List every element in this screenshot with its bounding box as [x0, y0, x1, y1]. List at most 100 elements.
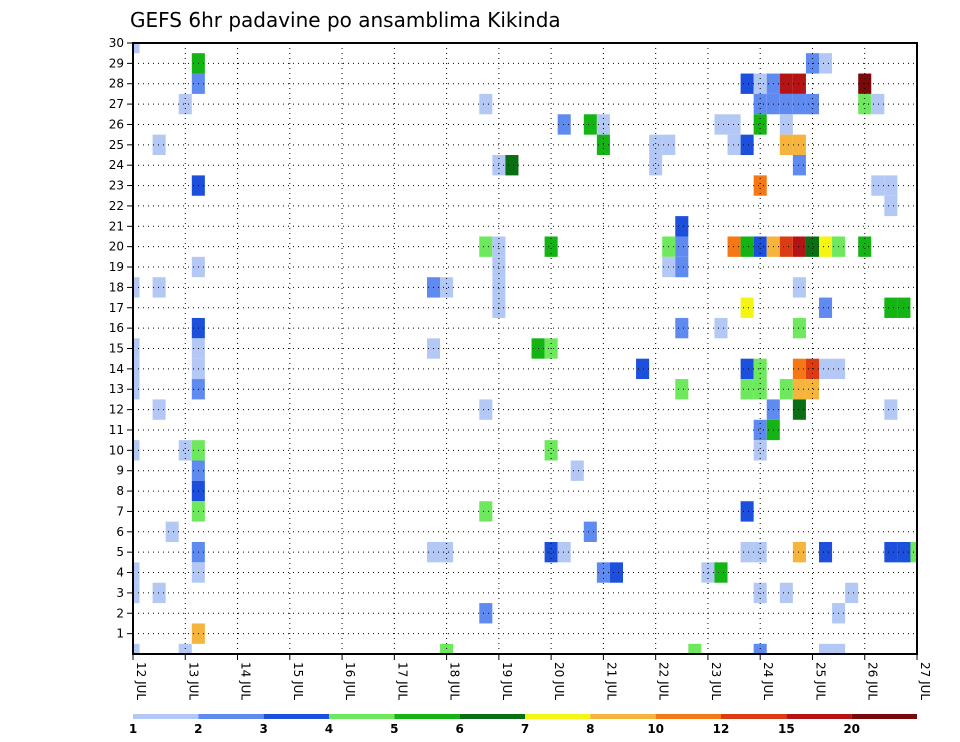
heatmap-cell: [440, 541, 454, 563]
heatmap-cell: [570, 460, 584, 481]
y-tick-label: 20: [109, 240, 124, 254]
heatmap-cell: [871, 175, 885, 196]
heatmap-cell: [479, 501, 493, 522]
heatmap-cell: [805, 236, 819, 257]
heatmap-cell: [544, 541, 558, 563]
colorbar-label: 8: [586, 722, 594, 736]
heatmap-cell: [714, 562, 728, 583]
heatmap-cell: [792, 236, 806, 257]
y-tick-label: 3: [116, 586, 124, 600]
y-tick-label: 1: [116, 627, 124, 641]
heatmap-cell: [753, 440, 767, 461]
x-tick-label: 20 JUL: [552, 662, 566, 700]
y-tick-label: 16: [109, 321, 124, 335]
x-tick-label: 24 JUL: [761, 662, 775, 700]
heatmap-cell: [792, 134, 806, 156]
heatmap-cell: [152, 399, 166, 420]
colorbar: 1 2 3 4 5 6 7 8 10 12 15 20: [129, 714, 917, 736]
heatmap-cell: [740, 73, 754, 94]
y-tick-label: 29: [109, 56, 124, 70]
y-axis: 1234567891011121314151617181920212223242…: [109, 36, 133, 641]
heatmap-cell: [479, 236, 493, 257]
heatmap-cell: [858, 236, 872, 257]
x-tick-label: 27 JUL: [918, 662, 932, 700]
x-tick-label: 12 JUL: [134, 662, 148, 700]
heatmap-cell: [165, 521, 179, 542]
heatmap-cell: [727, 134, 741, 156]
colorbar-swatch: [721, 714, 787, 719]
heatmap-cell: [753, 175, 767, 196]
heatmap-cell: [819, 236, 833, 257]
colorbar-label: 6: [455, 722, 463, 736]
heatmap-cell: [557, 114, 571, 135]
colorbar-swatch: [459, 714, 525, 719]
colorbar-label: 12: [713, 722, 730, 736]
heatmap-cell: [792, 73, 806, 94]
colorbar-label: 4: [325, 722, 333, 736]
heatmap-cell: [714, 114, 728, 135]
colorbar-swatch: [786, 714, 852, 719]
y-tick-label: 27: [109, 97, 124, 111]
heatmap-cell: [779, 114, 793, 135]
heatmap-cell: [819, 297, 833, 318]
colorbar-swatch: [329, 714, 395, 719]
heatmap-cell: [688, 643, 702, 654]
heatmap-cell: [753, 541, 767, 563]
heatmap-cell: [152, 582, 166, 604]
heatmap-cell: [779, 93, 793, 115]
colorbar-label: 1: [129, 722, 137, 736]
heatmap-cell: [133, 643, 140, 654]
heatmap-cell: [714, 317, 728, 339]
y-tick-label: 19: [109, 260, 124, 274]
heatmap-cell: [740, 541, 754, 563]
y-tick-label: 14: [109, 362, 124, 376]
heatmap-cell: [819, 358, 833, 380]
heatmap-cell: [792, 277, 806, 298]
heatmap-cell: [753, 93, 767, 115]
heatmap-cell: [133, 562, 140, 583]
heatmap-cell: [792, 399, 806, 420]
heatmap-cell: [133, 379, 140, 400]
heatmap-cells: [133, 43, 917, 654]
y-tick-label: 25: [109, 138, 124, 152]
heatmap-cell: [133, 582, 140, 604]
heatmap-cell: [805, 379, 819, 400]
y-tick-label: 6: [116, 525, 124, 539]
heatmap-cell: [819, 53, 833, 74]
heatmap-cell: [753, 114, 767, 135]
y-tick-label: 30: [109, 36, 124, 50]
y-tick-label: 21: [109, 219, 124, 233]
y-tick-label: 18: [109, 280, 124, 294]
x-tick-label: 21 JUL: [604, 662, 618, 700]
heatmap-cell: [133, 440, 140, 461]
heatmap-cell: [133, 338, 140, 359]
colorbar-label: 3: [259, 722, 267, 736]
colorbar-swatch: [590, 714, 656, 719]
y-tick-label: 7: [116, 504, 124, 518]
chart-title: GEFS 6hr padavine po ansamblima Kikinda: [130, 8, 561, 32]
y-tick-label: 17: [109, 301, 124, 315]
heatmap-cell: [779, 379, 793, 400]
heatmap-cell: [740, 236, 754, 257]
heatmap-cell: [649, 134, 663, 156]
heatmap-cell: [792, 379, 806, 400]
heatmap-cell: [753, 379, 767, 400]
heatmap-cell: [479, 399, 493, 420]
heatmap-cell: [740, 501, 754, 522]
heatmap-cell: [152, 134, 166, 156]
colorbar-swatch: [263, 714, 329, 719]
heatmap-cell: [779, 134, 793, 156]
y-tick-label: 11: [109, 423, 124, 437]
heatmap-cell: [805, 93, 819, 115]
heatmap-cell: [819, 643, 833, 654]
y-tick-label: 4: [116, 566, 124, 580]
heatmap-cell: [636, 358, 650, 380]
y-tick-label: 22: [109, 199, 124, 213]
x-tick-label: 14 JUL: [239, 662, 253, 700]
colorbar-label: 5: [390, 722, 398, 736]
heatmap-cell: [675, 317, 689, 339]
colorbar-label: 15: [778, 722, 795, 736]
heatmap-cell: [479, 93, 493, 115]
y-tick-label: 15: [109, 342, 124, 356]
x-tick-label: 22 JUL: [657, 662, 671, 700]
